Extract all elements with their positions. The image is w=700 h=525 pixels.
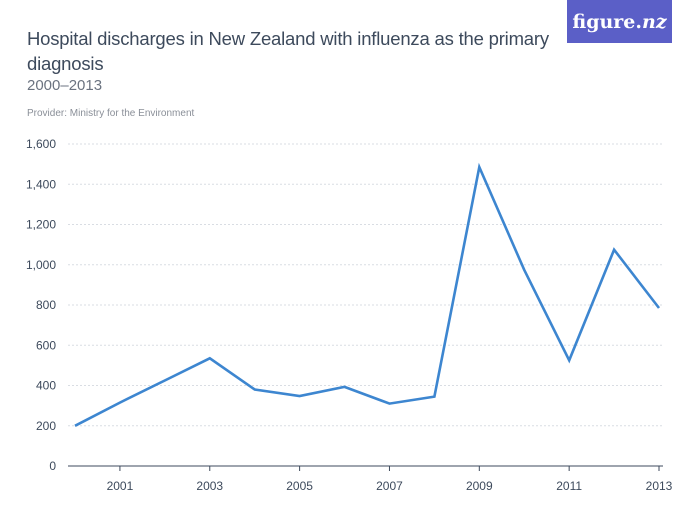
x-tick-label: 2007 (376, 479, 403, 493)
chart-subtitle: 2000–2013 (27, 77, 103, 94)
y-tick-label: 1,000 (26, 258, 56, 272)
provider-note: Provider: Ministry for the Environment (27, 108, 195, 119)
y-tick-label: 400 (36, 379, 56, 393)
x-axis-labels: 2001 2003 2005 2007 2009 2011 2013 (107, 479, 673, 493)
x-tick-label: 2003 (196, 479, 223, 493)
y-axis-labels: 0 200 400 600 800 1,000 1,200 1,400 1,600 (26, 137, 56, 473)
y-tick-label: 1,200 (26, 218, 56, 232)
x-tick-label: 2001 (107, 479, 134, 493)
x-tick-label: 2009 (466, 479, 493, 493)
gridlines (68, 143, 663, 427)
logo-text-suffix: nz (642, 10, 667, 33)
x-tick-label: 2011 (556, 479, 582, 493)
y-tick-label: 800 (36, 298, 56, 312)
logo-text-main: figure. (572, 10, 643, 33)
data-series (74, 162, 661, 427)
series-line (74, 162, 661, 427)
x-axis (68, 465, 663, 471)
y-tick-label: 600 (36, 338, 56, 352)
y-tick-label: 200 (36, 419, 56, 433)
y-tick-label: 0 (49, 459, 56, 473)
figure-nz-logo[interactable]: figure. nz (567, 0, 672, 43)
x-tick-label: 2013 (646, 479, 673, 493)
y-tick-label: 1,400 (26, 177, 56, 191)
chart-title: Hospital discharges in New Zealand with … (27, 28, 549, 74)
x-tick-label: 2005 (286, 479, 313, 493)
y-tick-label: 1,600 (26, 137, 56, 151)
